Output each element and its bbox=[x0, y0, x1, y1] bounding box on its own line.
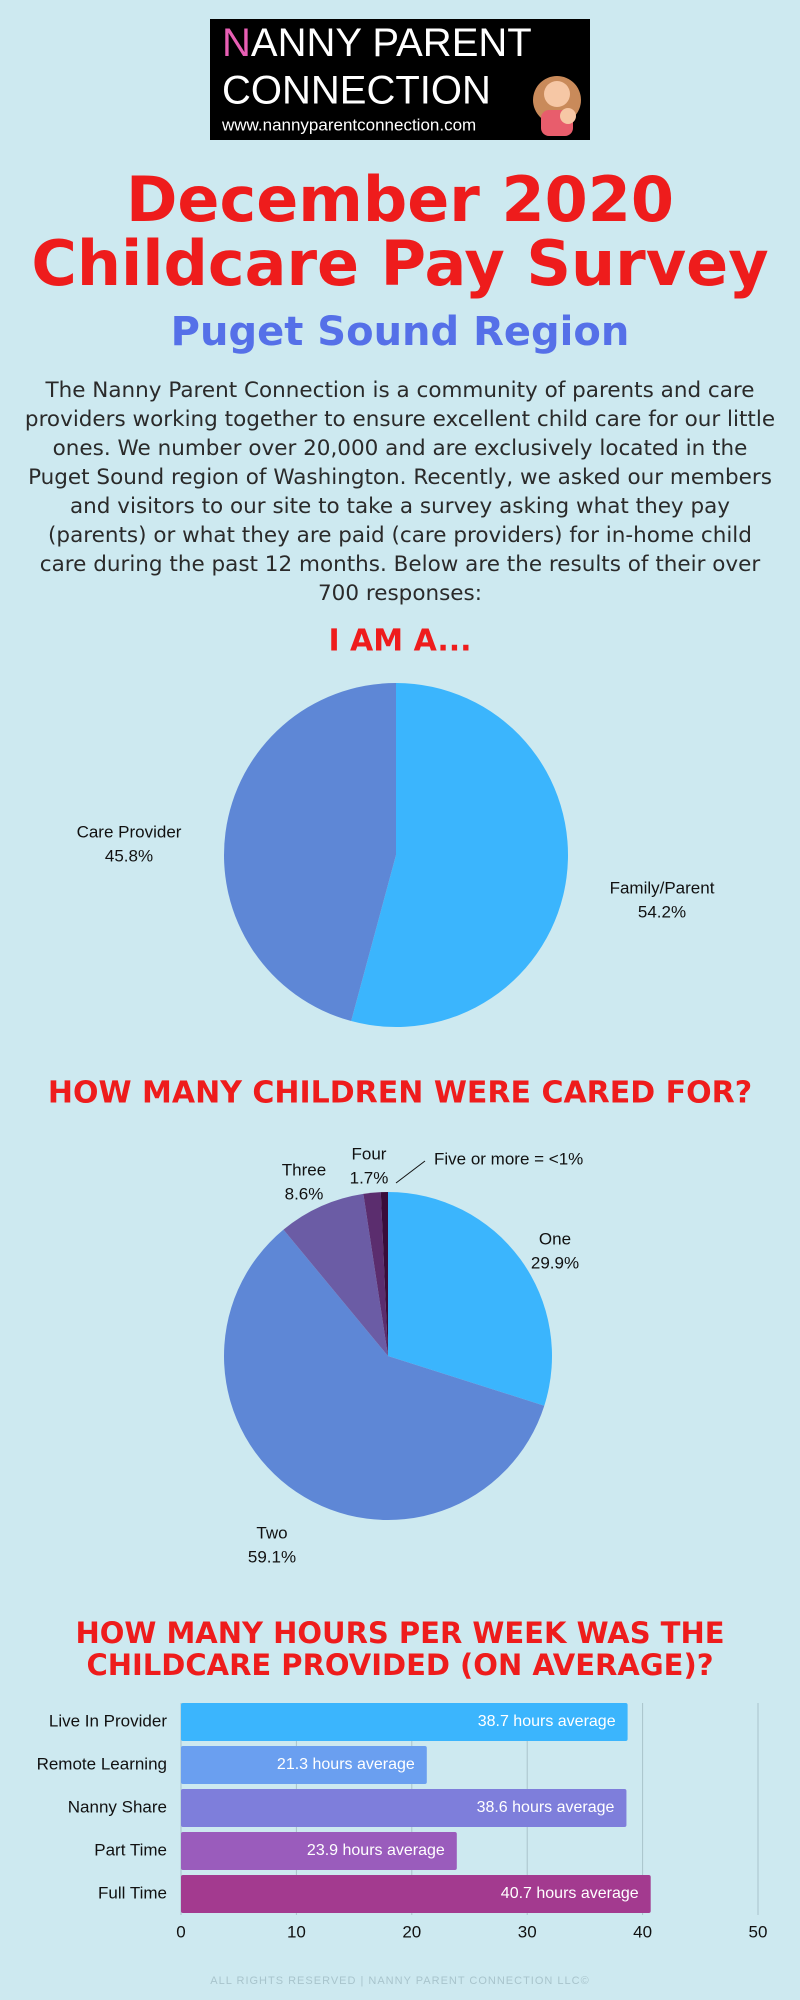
bar-value-label: 40.7 hours average bbox=[501, 1885, 639, 1902]
slice-value-label: 1.7% bbox=[350, 1168, 389, 1187]
bar-value-label: 21.3 hours average bbox=[277, 1756, 415, 1773]
logo-initial: N bbox=[222, 21, 251, 65]
bar-value-label: 38.6 hours average bbox=[477, 1799, 615, 1816]
main-title: Childcare Pay Survey bbox=[31, 227, 768, 300]
bar bbox=[181, 1832, 457, 1870]
intro-text: The Nanny Parent Connection is a communi… bbox=[24, 378, 776, 606]
logo-line1: NANNY PARENT bbox=[222, 21, 532, 65]
x-tick-label: 10 bbox=[287, 1922, 306, 1941]
x-tick-label: 50 bbox=[749, 1922, 768, 1941]
chart-title: CHILDCARE PROVIDED (ON AVERAGE)? bbox=[86, 1648, 713, 1682]
slice-label: Four bbox=[352, 1144, 387, 1163]
bar bbox=[181, 1703, 628, 1741]
x-tick-label: 30 bbox=[518, 1922, 537, 1941]
pie-slice bbox=[351, 682, 569, 1027]
slice-label: Care Provider bbox=[77, 822, 182, 841]
slice-value-label: 59.1% bbox=[248, 1547, 296, 1566]
category-label: Remote Learning bbox=[37, 1754, 167, 1773]
logo-icon bbox=[533, 76, 581, 136]
logo-url: www.nannyparentconnection.com bbox=[221, 115, 476, 134]
chart-title: HOW MANY HOURS PER WEEK WAS THE bbox=[75, 1616, 724, 1650]
pie-slice bbox=[283, 1193, 388, 1356]
pie-slice bbox=[224, 683, 396, 1022]
slice-value-label: 54.2% bbox=[638, 902, 686, 921]
leader-line bbox=[395, 1160, 426, 1184]
pie-slice bbox=[223, 1229, 545, 1520]
slice-label: Two bbox=[256, 1523, 287, 1542]
category-label: Nanny Share bbox=[68, 1797, 167, 1816]
main-title: December 2020 bbox=[126, 163, 674, 236]
logo-line2: CONNECTION bbox=[222, 69, 491, 113]
logo-rest: ANNY PARENT bbox=[251, 21, 532, 65]
pie-slice bbox=[363, 1192, 388, 1356]
subtitle: Puget Sound Region bbox=[171, 309, 630, 355]
slice-label: Three bbox=[282, 1160, 326, 1179]
slice-label: Five or more = <1% bbox=[434, 1149, 583, 1168]
x-tick-label: 20 bbox=[402, 1922, 421, 1941]
category-label: Full Time bbox=[98, 1883, 167, 1902]
chart-title: HOW MANY CHILDREN WERE CARED FOR? bbox=[48, 1076, 752, 1111]
pie-slice bbox=[380, 1192, 388, 1356]
category-label: Part Time bbox=[94, 1840, 167, 1859]
slice-value-label: 45.8% bbox=[105, 846, 153, 865]
footer: ALL RIGHTS RESERVED | NANNY PARENT CONNE… bbox=[210, 1975, 589, 1987]
x-tick-label: 40 bbox=[633, 1922, 652, 1941]
bar bbox=[181, 1746, 427, 1784]
bar-value-label: 38.7 hours average bbox=[478, 1713, 616, 1730]
slice-value-label: 8.6% bbox=[285, 1184, 324, 1203]
bar-value-label: 23.9 hours average bbox=[307, 1842, 445, 1859]
category-label: Live In Provider bbox=[49, 1711, 167, 1730]
pie-slice bbox=[388, 1192, 552, 1406]
chart-title: I AM A... bbox=[328, 624, 471, 659]
slice-value-label: 29.9% bbox=[531, 1253, 579, 1272]
bar bbox=[181, 1789, 627, 1827]
slice-label: Family/Parent bbox=[610, 878, 715, 897]
slice-label: One bbox=[539, 1229, 571, 1248]
logo-box bbox=[210, 19, 590, 140]
x-tick-label: 0 bbox=[176, 1922, 185, 1941]
bar bbox=[181, 1875, 651, 1913]
